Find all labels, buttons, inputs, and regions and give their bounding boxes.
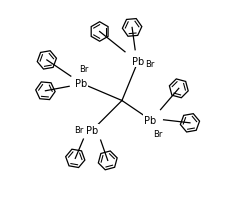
Text: Br: Br <box>79 65 88 74</box>
Text: Br: Br <box>153 129 162 138</box>
Text: Br: Br <box>74 126 84 135</box>
Text: Br: Br <box>145 60 155 69</box>
Text: Pb: Pb <box>75 79 88 89</box>
Text: Pb: Pb <box>144 115 156 125</box>
Text: Pb: Pb <box>132 57 144 67</box>
Text: Pb: Pb <box>86 125 99 135</box>
